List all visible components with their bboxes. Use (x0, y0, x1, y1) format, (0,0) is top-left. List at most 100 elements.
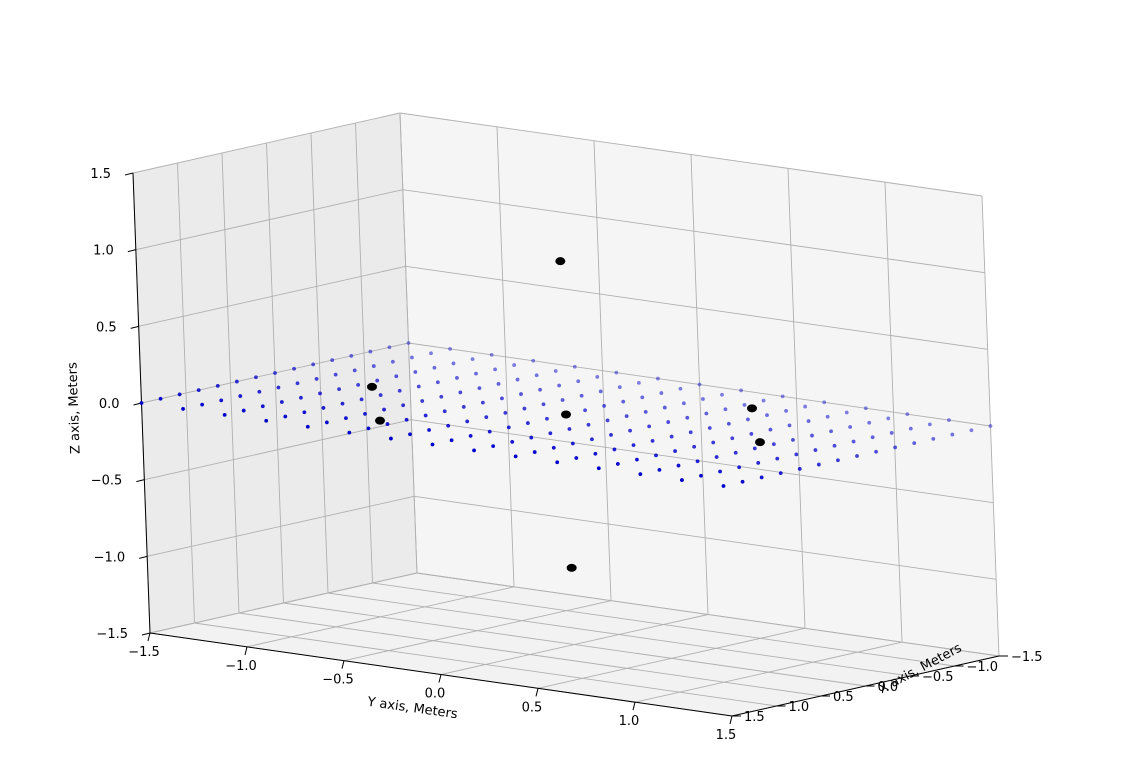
gridline-backwall-z (402, 189, 985, 274)
data-point-small (397, 388, 402, 393)
y-tick-label: 1.0 (619, 714, 640, 729)
data-point-small (605, 418, 610, 423)
z-tick (130, 325, 139, 329)
data-point-small (448, 347, 452, 351)
data-point-small (371, 364, 376, 368)
data-point-small (519, 392, 523, 396)
data-point-small (657, 467, 662, 472)
data-point-small (534, 373, 539, 378)
data-point-small (692, 444, 697, 449)
data-point-small (669, 434, 674, 439)
data-point-small (273, 371, 277, 375)
data-point-small (742, 403, 747, 407)
data-point-small (791, 437, 795, 442)
y-tick (535, 688, 539, 697)
z-tick (127, 249, 136, 253)
y-tick-label: 0.0 (425, 687, 446, 702)
data-point-small (257, 389, 262, 394)
data-point-small (503, 410, 508, 415)
data-point-small (446, 423, 451, 428)
data-point-small (337, 387, 341, 392)
data-point-small (615, 462, 620, 466)
data-point-small (739, 388, 743, 393)
data-point-small (506, 425, 511, 430)
data-point-small (420, 399, 425, 403)
data-point-small (413, 370, 418, 374)
data-point-small (787, 423, 792, 428)
data-point-small (927, 422, 932, 427)
data-point-small (636, 380, 641, 385)
data-point-small (572, 364, 577, 369)
data-point-small (893, 445, 898, 450)
data-point-small (318, 391, 322, 396)
data-point-small (656, 376, 660, 381)
data-point-small (311, 362, 316, 367)
y-tick-label: −1.5 (128, 645, 160, 660)
data-point-small (863, 406, 868, 411)
y-tick-label: 1.5 (716, 728, 737, 743)
data-point-small (908, 426, 913, 431)
z-tick-label: −0.5 (91, 474, 123, 489)
x-tick-label: −0.5 (922, 670, 954, 685)
data-point-small (643, 409, 648, 414)
z-tick-label: −1.0 (94, 550, 126, 565)
grid-plane-points (139, 341, 993, 488)
data-point-small (676, 463, 681, 468)
data-point-small (778, 471, 783, 476)
y-tick (147, 632, 151, 642)
data-point-small (295, 381, 300, 386)
z-tick-label: 1.5 (90, 167, 111, 182)
data-point-large (367, 382, 377, 391)
data-point-small (851, 439, 856, 444)
data-point-small (803, 404, 808, 409)
gridline-leftwall-z (135, 189, 403, 251)
data-point-small (759, 475, 764, 480)
data-point-small (794, 452, 799, 457)
data-point-small (874, 449, 878, 454)
data-point-small (867, 420, 872, 425)
data-point-small (401, 403, 406, 408)
data-point-small (477, 386, 482, 391)
data-point-small (701, 397, 705, 401)
data-point-small (813, 448, 818, 452)
data-point-small (468, 434, 473, 438)
data-point-small (886, 416, 891, 421)
data-point-small (685, 415, 690, 420)
data-point-small (624, 414, 629, 419)
data-point-small (139, 401, 144, 405)
data-point-small (181, 407, 185, 411)
data-point-small (704, 411, 709, 416)
data-point-small (378, 393, 383, 397)
data-point-small (654, 453, 658, 458)
data-point-small (628, 428, 632, 433)
data-point-small (493, 367, 497, 372)
data-point-small (555, 460, 560, 465)
data-point-small (238, 394, 243, 398)
data-point-small (697, 382, 702, 387)
data-point-small (368, 349, 373, 354)
data-point-small (740, 479, 745, 484)
data-point-large (561, 410, 571, 419)
data-point-small (430, 442, 435, 447)
data-point-small (614, 370, 619, 375)
data-point-small (988, 424, 993, 428)
data-point-small (647, 424, 652, 429)
tick-labels: −1.5 −1.5−1.5−1.0 −1.0−1.0−0.5 −0.5−0.50.0 0… (90, 167, 1042, 743)
data-point-small (756, 461, 761, 465)
data-point-small (726, 421, 731, 426)
data-point-small (344, 416, 348, 421)
data-point-small (474, 371, 478, 376)
data-point-small (635, 457, 639, 462)
data-point-small (496, 381, 501, 386)
data-point-small (768, 427, 773, 432)
data-point-large (555, 257, 566, 266)
data-point-small (302, 410, 307, 415)
z-tick (124, 172, 134, 176)
data-point-small (775, 456, 780, 461)
data-point-small (416, 384, 421, 389)
data-point-small (500, 396, 504, 401)
data-point-small (816, 462, 821, 467)
gridline-backwall-y (981, 195, 1000, 657)
data-point-small (387, 345, 392, 350)
